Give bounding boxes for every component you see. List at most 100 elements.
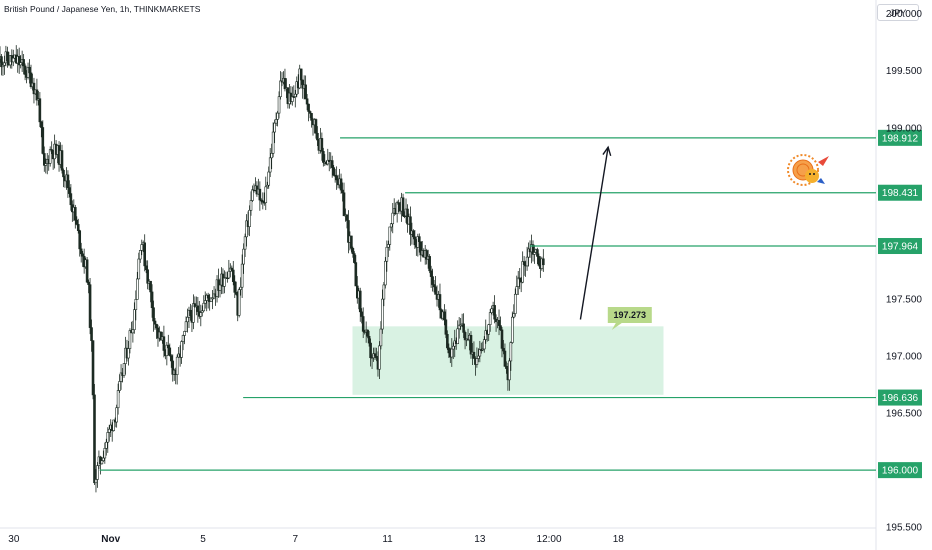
candle-body-340 — [500, 329, 504, 349]
candle-body-226 — [332, 167, 335, 176]
candle-body-210 — [308, 111, 312, 114]
candle-body-329 — [484, 330, 488, 340]
candle-body-66 — [96, 465, 99, 480]
candle-body-323 — [475, 358, 479, 365]
candle-body-311 — [457, 324, 461, 330]
level-tag-0 — [878, 129, 922, 146]
candle-body-264 — [388, 226, 392, 245]
candle-body-249 — [366, 329, 369, 337]
candle-body-222 — [326, 159, 330, 165]
candle-body-131 — [192, 303, 195, 323]
candle-body-152 — [223, 277, 226, 287]
y-tick-4: 199.000 — [886, 123, 923, 134]
candle-body-285 — [419, 241, 423, 256]
level-lines: 198.912 198.431 197.964 196.636 196.000 — [99, 129, 922, 479]
y-tick-1: 196.500 — [886, 409, 923, 420]
candle-body-46 — [66, 174, 70, 188]
candle-body-331 — [487, 324, 491, 335]
candle-body-51 — [73, 207, 77, 221]
candle-body-245 — [360, 311, 364, 317]
candle-body-63 — [91, 340, 95, 396]
candle-body-124 — [181, 335, 185, 342]
candle-body-324 — [477, 355, 480, 359]
candle-body-14 — [19, 62, 22, 66]
candle-body-96 — [140, 244, 144, 251]
candle-body-241 — [354, 262, 358, 287]
candle-body-261 — [384, 260, 387, 286]
candle-body-304 — [447, 347, 451, 354]
candle-body-355 — [522, 261, 526, 265]
candle-body-72 — [105, 441, 108, 449]
candle-body-265 — [389, 223, 393, 228]
candle-body-170 — [249, 200, 253, 211]
candle-body-94 — [137, 258, 141, 280]
candle-body-125 — [183, 331, 186, 336]
candle-body-136 — [199, 312, 203, 317]
candle-body-368 — [542, 258, 545, 266]
candle-body-211 — [310, 113, 313, 121]
candle-body-183 — [268, 157, 272, 173]
y-tick-5: 199.500 — [886, 66, 923, 77]
candle-body-137 — [200, 310, 204, 313]
candle-body-273 — [401, 197, 405, 216]
candle-body-2 — [1, 64, 5, 68]
candle-body-17 — [23, 65, 27, 75]
candle-body-278 — [409, 216, 412, 235]
candle-body-115 — [168, 347, 172, 356]
candle-body-333 — [490, 308, 493, 313]
candle-body-162 — [237, 289, 241, 316]
candle-body-327 — [481, 348, 485, 351]
candle-body-160 — [234, 292, 238, 295]
candle-body-100 — [146, 269, 149, 284]
candle-body-48 — [69, 193, 73, 206]
candle-body-259 — [381, 298, 384, 330]
candle-body-186 — [273, 122, 276, 133]
candle-body-239 — [351, 248, 355, 254]
candle-body-134 — [196, 305, 200, 312]
candle-body-328 — [482, 339, 486, 350]
candle-body-365 — [537, 256, 541, 266]
candle-body-126 — [184, 321, 188, 332]
candle-body-53 — [76, 224, 80, 231]
candle-body-71 — [103, 447, 107, 459]
candle-body-281 — [413, 236, 417, 246]
candle-body-207 — [304, 84, 307, 100]
candle-body-105 — [153, 320, 157, 325]
candle-body-252 — [370, 357, 374, 360]
candle-body-1 — [0, 56, 3, 68]
currency-button[interactable]: JPY — [877, 4, 919, 21]
x-tick-6: 12:00 — [537, 534, 562, 545]
candle-body-364 — [536, 249, 539, 257]
candle-body-27 — [38, 98, 42, 123]
candle-body-82 — [119, 372, 123, 382]
candle-body-117 — [171, 360, 175, 375]
candle-body-280 — [412, 230, 415, 238]
candle-body-116 — [169, 355, 173, 362]
candle-body-178 — [261, 200, 265, 203]
candle-body-88 — [128, 330, 132, 349]
candle-body-250 — [367, 335, 371, 344]
candle-body-35 — [50, 149, 53, 152]
y-tick-0: 195.500 — [886, 523, 923, 534]
candle-body-346 — [509, 342, 513, 362]
candle-body-332 — [488, 312, 492, 325]
candle-body-30 — [42, 153, 46, 166]
candle-body-319 — [469, 335, 473, 355]
candle-body-3 — [3, 62, 6, 66]
candle-body-231 — [339, 178, 343, 191]
candle-body-352 — [518, 277, 522, 280]
candle-body-176 — [258, 188, 262, 201]
time-axis-ticks: 30 Nov 5 7 11 13 12:00 18 — [8, 534, 624, 545]
candle-body-312 — [459, 324, 462, 327]
sun-sticker-icon — [787, 154, 829, 186]
candle-body-187 — [274, 119, 278, 124]
candle-body-167 — [245, 220, 248, 238]
candle-body-43 — [62, 169, 65, 178]
candle-body-59 — [85, 259, 89, 283]
candle-body-23 — [32, 82, 36, 95]
candle-body-342 — [503, 350, 507, 367]
candle-body-302 — [444, 319, 448, 335]
candle-body-99 — [144, 265, 148, 271]
price-callout: 197.273 — [607, 306, 652, 330]
